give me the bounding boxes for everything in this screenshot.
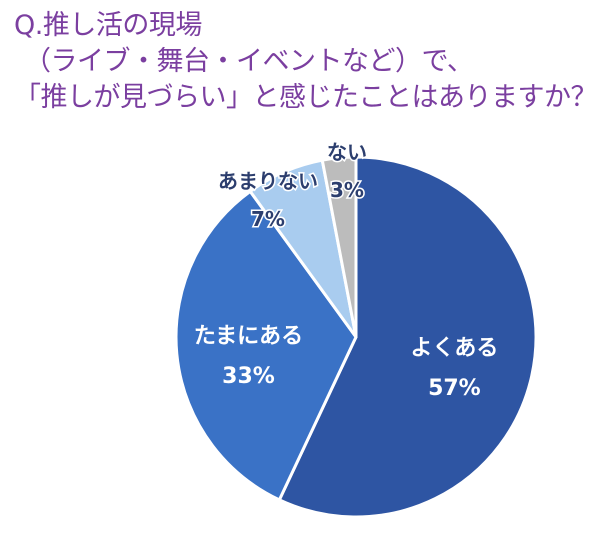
pie-value-1: 57% — [428, 376, 481, 401]
pie-label-3: あまりない — [218, 169, 318, 193]
pie-slice-2 — [174, 189, 358, 502]
pie-labels: よくある 57% たまにある 33% あまりない 7% ない 3% — [194, 139, 499, 402]
pie-value-3: 7% — [251, 207, 285, 231]
question-line-1: Q.推し活の現場 — [14, 10, 202, 41]
pie-label-4: ない — [327, 140, 367, 164]
question-line-3: 「推しが見づらい」と感じたことはありますか？ — [14, 82, 598, 113]
pie-slices — [174, 155, 538, 519]
question-title: Q.推し活の現場 （ライブ・舞台・イベントなど）で、 「推しが見づらい」と感じた… — [14, 8, 598, 116]
pie-label-2: たまにある — [194, 324, 303, 349]
pie-value-4: 3% — [330, 178, 364, 202]
pie-label-1: よくある — [410, 336, 498, 361]
pie-slice-4 — [320, 155, 358, 339]
question-line-2: （ライブ・舞台・イベントなど）で、 — [24, 46, 474, 77]
pie-value-2: 33% — [222, 364, 275, 389]
pie-slice-1 — [277, 155, 538, 519]
